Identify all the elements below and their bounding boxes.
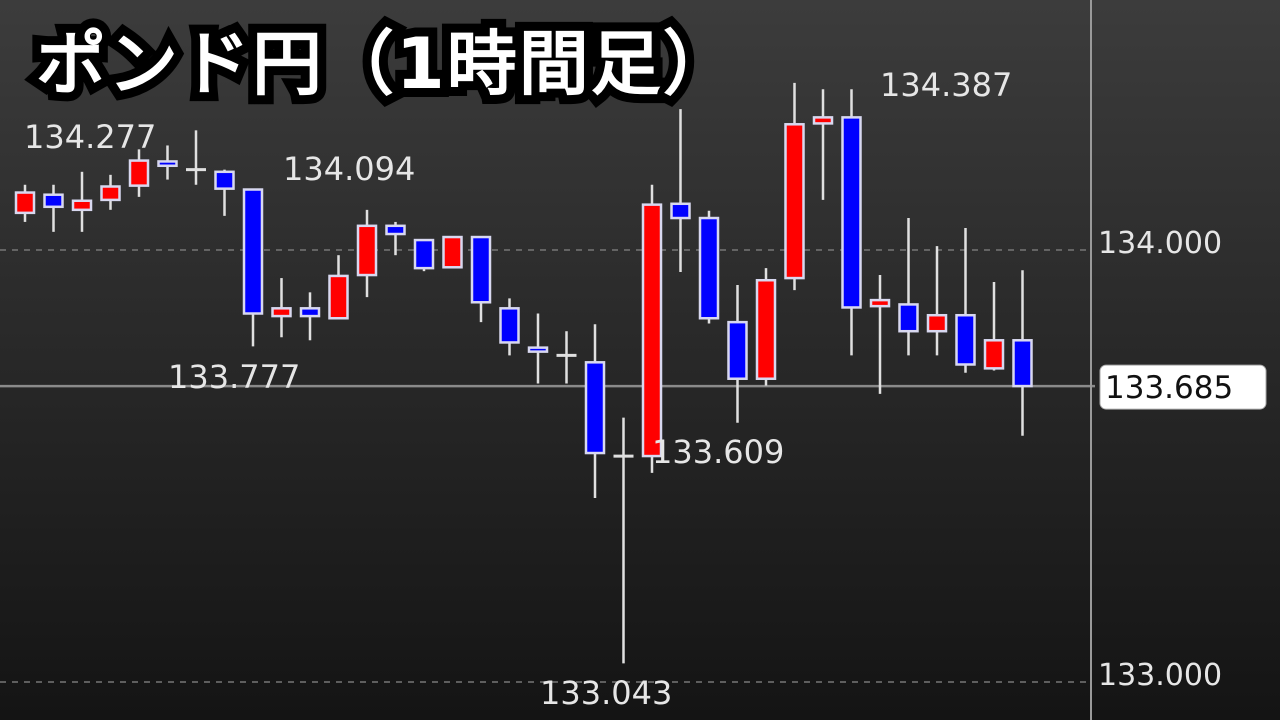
candle-body — [128, 159, 150, 187]
candle-body — [413, 238, 435, 270]
candle — [613, 417, 634, 664]
candle-body — [698, 216, 720, 320]
candle — [898, 218, 919, 356]
candle — [499, 298, 520, 356]
candle — [43, 184, 64, 232]
candle-body — [727, 320, 748, 380]
candle-body — [271, 307, 292, 318]
candle — [271, 278, 292, 338]
candle-body — [157, 160, 178, 168]
candle-body — [755, 278, 777, 380]
candle — [556, 331, 577, 384]
candle-body — [470, 235, 492, 304]
candle-body — [784, 123, 805, 280]
candle — [214, 169, 235, 216]
candle-body — [43, 193, 64, 209]
candle-body — [356, 224, 378, 277]
candle-body — [812, 116, 834, 125]
price-annotation: 134.094 — [283, 150, 415, 188]
candle — [14, 184, 36, 222]
candle — [71, 171, 93, 232]
price-annotation: 133.777 — [168, 358, 300, 396]
candle-body — [1012, 339, 1033, 388]
candle — [755, 268, 777, 386]
candle — [926, 246, 948, 356]
candle — [983, 281, 1005, 371]
candle — [128, 149, 150, 197]
candle-body — [71, 199, 93, 212]
current-price-label: 133.685 — [1105, 370, 1233, 406]
price-annotation: 133.043 — [540, 674, 672, 712]
current-price-badge — [1099, 364, 1267, 410]
candle-body — [955, 313, 976, 366]
candle-body — [499, 307, 520, 344]
candle — [869, 275, 891, 394]
candle-body — [14, 191, 36, 215]
candle-body — [983, 339, 1005, 370]
price-annotation: 134.277 — [24, 118, 156, 156]
candle-body — [385, 224, 406, 236]
candle — [442, 235, 463, 269]
candle-body — [584, 361, 606, 455]
candle — [328, 255, 349, 320]
candle-body — [869, 298, 891, 308]
candle-body — [299, 307, 321, 318]
candle-body — [242, 188, 264, 315]
chart-title: ポンド円（1時間足） — [27, 14, 742, 114]
price-annotation: 133.609 — [652, 433, 784, 471]
candle — [641, 184, 663, 473]
candle — [527, 313, 549, 384]
candle — [955, 227, 976, 373]
price-annotation: 134.387 — [880, 66, 1012, 104]
candle-body — [328, 274, 349, 320]
candle-body — [926, 313, 948, 333]
candle — [299, 292, 321, 341]
candle — [1012, 270, 1033, 436]
candle — [157, 145, 178, 180]
candle-body — [841, 116, 862, 309]
candle — [784, 82, 805, 291]
candle — [356, 209, 378, 298]
candle-body — [214, 170, 235, 190]
candle — [186, 130, 206, 185]
candle — [698, 210, 720, 324]
candle — [413, 238, 435, 272]
candle — [727, 284, 748, 423]
candle — [670, 109, 691, 273]
candle — [242, 188, 264, 347]
candle-body — [898, 303, 919, 333]
candle — [812, 89, 834, 200]
candle-body — [670, 202, 691, 220]
y-tick-label: 133.000 — [1098, 658, 1222, 693]
y-tick-label: 134.000 — [1098, 226, 1222, 261]
candle — [841, 89, 862, 356]
candle-body — [527, 346, 549, 353]
candle — [470, 235, 492, 323]
candle — [385, 221, 406, 256]
candle-body — [442, 235, 463, 269]
candle — [100, 174, 121, 210]
candle-body — [100, 185, 121, 202]
candle-body — [641, 203, 663, 458]
candle — [584, 324, 606, 498]
